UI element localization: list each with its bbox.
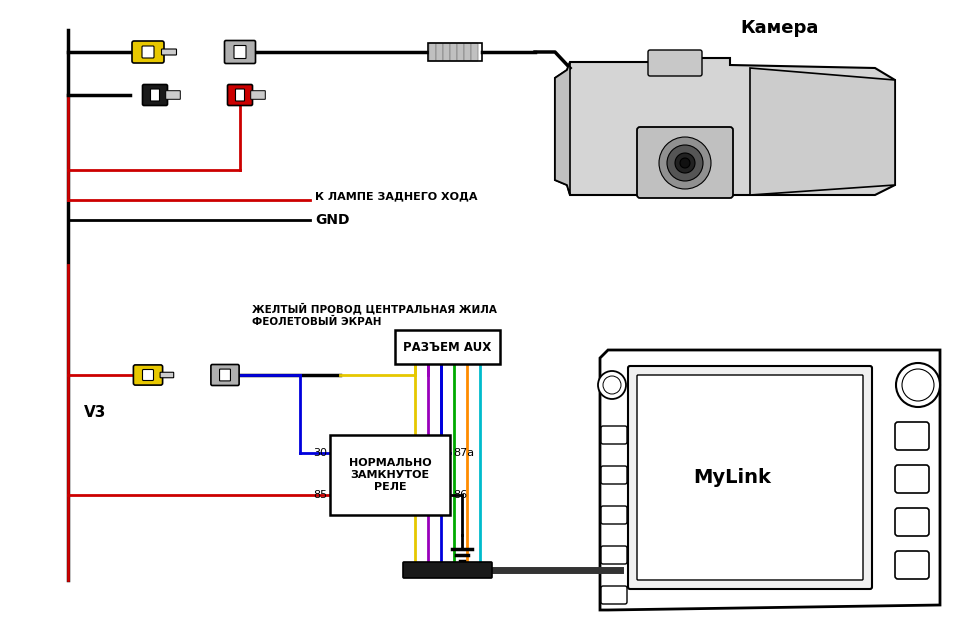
FancyBboxPatch shape [228, 84, 252, 105]
FancyBboxPatch shape [151, 89, 159, 101]
Text: V3: V3 [84, 404, 107, 419]
FancyBboxPatch shape [133, 365, 162, 385]
Text: НОРМАЛЬНО
ЗАМКНУТОЕ
РЕЛЕ: НОРМАЛЬНО ЗАМКНУТОЕ РЕЛЕ [348, 458, 431, 491]
FancyBboxPatch shape [220, 369, 230, 381]
Circle shape [902, 369, 934, 401]
FancyBboxPatch shape [895, 465, 929, 493]
Text: 85: 85 [313, 490, 327, 500]
FancyBboxPatch shape [234, 45, 246, 59]
Circle shape [896, 363, 940, 407]
FancyBboxPatch shape [471, 43, 478, 61]
Text: Камера: Камера [741, 19, 819, 37]
Polygon shape [555, 55, 895, 195]
FancyBboxPatch shape [235, 89, 245, 101]
Text: ФЕОЛЕТОВЫЙ ЭКРАН: ФЕОЛЕТОВЫЙ ЭКРАН [252, 317, 381, 327]
Text: 87a: 87a [453, 448, 474, 458]
FancyBboxPatch shape [457, 43, 464, 61]
FancyBboxPatch shape [601, 426, 627, 444]
FancyBboxPatch shape [166, 91, 180, 99]
Text: MyLink: MyLink [693, 468, 771, 487]
FancyBboxPatch shape [403, 562, 492, 578]
FancyBboxPatch shape [160, 373, 174, 378]
FancyBboxPatch shape [601, 506, 627, 524]
FancyBboxPatch shape [330, 435, 450, 515]
Circle shape [603, 376, 621, 394]
FancyBboxPatch shape [436, 43, 443, 61]
FancyBboxPatch shape [601, 586, 627, 604]
FancyBboxPatch shape [161, 49, 177, 55]
FancyBboxPatch shape [142, 46, 154, 58]
Text: 86: 86 [453, 490, 468, 500]
FancyBboxPatch shape [628, 366, 872, 589]
Circle shape [598, 371, 626, 399]
Polygon shape [600, 350, 940, 610]
FancyBboxPatch shape [225, 40, 255, 63]
Circle shape [659, 137, 711, 189]
FancyBboxPatch shape [395, 330, 500, 364]
FancyBboxPatch shape [601, 466, 627, 484]
FancyBboxPatch shape [637, 127, 733, 198]
FancyBboxPatch shape [648, 50, 702, 76]
FancyBboxPatch shape [895, 551, 929, 579]
Text: ЖЕЛТЫЙ ПРОВОД ЦЕНТРАЛЬНАЯ ЖИЛА: ЖЕЛТЫЙ ПРОВОД ЦЕНТРАЛЬНАЯ ЖИЛА [252, 302, 497, 314]
Text: GND: GND [315, 213, 349, 227]
FancyBboxPatch shape [464, 43, 471, 61]
FancyBboxPatch shape [429, 43, 436, 61]
FancyBboxPatch shape [251, 91, 265, 99]
Text: К ЛАМПЕ ЗАДНЕГО ХОДА: К ЛАМПЕ ЗАДНЕГО ХОДА [315, 191, 477, 201]
FancyBboxPatch shape [601, 546, 627, 564]
FancyBboxPatch shape [895, 508, 929, 536]
Polygon shape [555, 62, 570, 195]
Circle shape [667, 145, 703, 181]
FancyBboxPatch shape [142, 84, 167, 105]
FancyBboxPatch shape [211, 364, 239, 385]
Polygon shape [750, 68, 895, 195]
Circle shape [680, 158, 690, 168]
FancyBboxPatch shape [132, 41, 164, 63]
FancyBboxPatch shape [895, 422, 929, 450]
Text: 30: 30 [313, 448, 327, 458]
FancyBboxPatch shape [450, 43, 457, 61]
Text: РАЗЪЕМ AUX: РАЗЪЕМ AUX [403, 341, 492, 353]
FancyBboxPatch shape [443, 43, 450, 61]
Circle shape [675, 153, 695, 173]
FancyBboxPatch shape [637, 375, 863, 580]
FancyBboxPatch shape [142, 369, 154, 380]
